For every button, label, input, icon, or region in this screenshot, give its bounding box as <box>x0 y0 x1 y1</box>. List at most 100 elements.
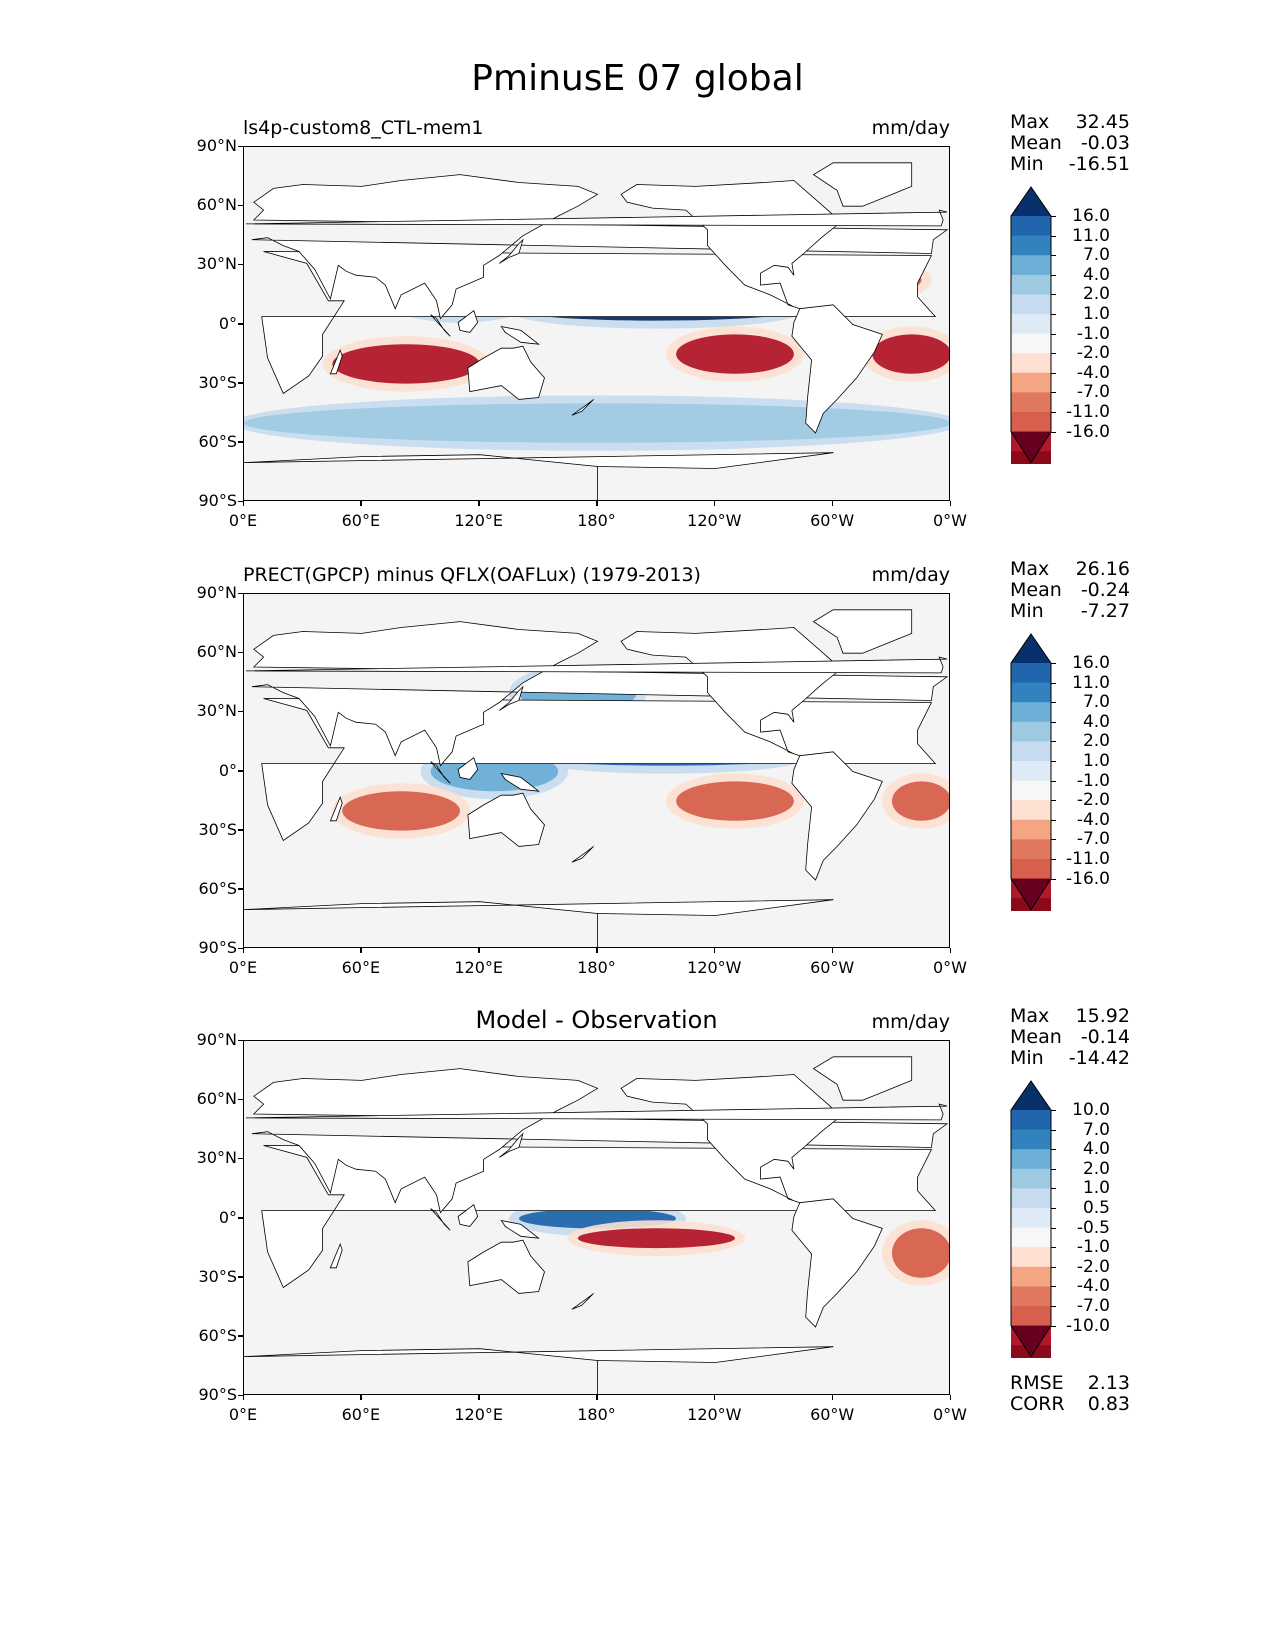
colorbar-tick <box>1051 1325 1056 1327</box>
lon-tick: 60°W <box>810 1405 855 1424</box>
colorbar-tick <box>1051 255 1056 257</box>
colorbar-extend-top <box>1011 186 1051 218</box>
lon-tick-mark <box>949 501 951 506</box>
colorbar-tick <box>1051 1247 1056 1249</box>
stat-value-max: 26.16 <box>1075 558 1130 580</box>
lat-tick: 0° <box>218 1207 237 1227</box>
coastline-uk <box>245 1103 948 1121</box>
colorbar-tick <box>1051 800 1056 802</box>
stat-label-min: Min <box>1010 1047 1044 1069</box>
colorbar-segment <box>1011 662 1051 684</box>
coastline-indonesia1 <box>430 761 451 784</box>
lon-tick-mark <box>831 1395 834 1400</box>
coastline-eurasia <box>251 621 949 767</box>
colorbar-segment <box>1011 1129 1051 1150</box>
coastline-namerica <box>620 627 842 757</box>
colorbar-segment <box>1011 411 1051 433</box>
lon-tick-mark <box>596 1395 598 1400</box>
lat-tick-mark <box>238 1335 243 1337</box>
lat-tick-mark <box>238 947 243 949</box>
lon-tick-mark <box>478 1395 480 1400</box>
colorbar-label: 7.0 <box>1082 1119 1110 1140</box>
colorbar-label: 2.0 <box>1082 1158 1110 1179</box>
colorbar-segment <box>1011 1247 1051 1268</box>
colorbar-segment <box>1011 1227 1051 1248</box>
coastline-australia <box>467 345 545 400</box>
colorbar-segment <box>1011 760 1051 782</box>
lat-tick-mark <box>238 1098 243 1101</box>
colorbar-tick <box>1051 878 1056 880</box>
lat-tick: 0° <box>218 760 237 780</box>
colorbar-segment <box>1011 333 1051 354</box>
colorbar-label: -7.0 <box>1076 829 1110 850</box>
lat-tick: 60°N <box>196 1089 237 1109</box>
colorbar-label: 2.0 <box>1082 731 1110 752</box>
coastline-nz <box>571 1293 594 1310</box>
colorbar-label: -2.0 <box>1076 343 1110 364</box>
colorbar-segment <box>1011 741 1051 762</box>
colorbar-tick <box>1051 1110 1056 1111</box>
field-south-indian-subtropics <box>342 791 460 831</box>
colorbar-segment <box>1011 1286 1051 1307</box>
coastline-australia <box>467 792 545 847</box>
lon-tick: 60°E <box>341 1405 381 1424</box>
lon-tick-mark <box>596 501 598 506</box>
lat-tick: 90°N <box>196 583 237 602</box>
colorbar-extend-top <box>1011 1081 1051 1112</box>
field-s-atlantic-subtropics <box>892 781 949 821</box>
coastline-japan <box>499 685 524 711</box>
colorbar-segment <box>1011 1207 1051 1229</box>
colorbar-label: 7.0 <box>1082 245 1110 266</box>
colorbar-tick <box>1051 682 1056 684</box>
lat-tick-mark <box>238 1276 243 1278</box>
lat-tick-mark <box>238 323 243 325</box>
colorbar-tick <box>1051 1188 1056 1190</box>
colorbar-model <box>1010 186 1052 464</box>
colorbar-outline <box>1010 186 1052 464</box>
colorbar-segment <box>1011 858 1051 880</box>
stat-label-max: Max <box>1010 111 1050 133</box>
lon-tick: 0°E <box>228 1405 258 1424</box>
lon-tick: 180° <box>577 1405 616 1424</box>
colorbar-label: 0.5 <box>1082 1198 1110 1218</box>
colorbar-tick <box>1051 761 1056 762</box>
coastline-samerica <box>791 751 883 881</box>
field-se-pacific-subtropics <box>676 334 794 374</box>
colorbar-label: 16.0 <box>1072 206 1110 226</box>
lat-tick-mark <box>238 145 243 147</box>
coastline-antarctica <box>244 1346 834 1394</box>
lat-tick-mark <box>238 263 243 266</box>
panel-units-model: mm/day <box>871 117 950 139</box>
colorbar-extend-top <box>1011 634 1051 665</box>
colorbar-label: -2.0 <box>1076 1256 1110 1277</box>
colorbar-segment <box>1011 353 1051 374</box>
coastline-samerica <box>791 1198 883 1328</box>
field-s-pacific <box>577 1228 735 1249</box>
colorbar-tick <box>1051 235 1056 237</box>
colorbar-extend-bottom <box>1011 1325 1051 1357</box>
colorbar-tick <box>1051 839 1056 841</box>
coastline-indonesia2 <box>457 1204 479 1227</box>
lat-tick: 60°S <box>198 878 237 898</box>
lat-tick-mark <box>238 382 243 384</box>
colorbar-tick <box>1051 412 1056 413</box>
lat-tick: 60°N <box>196 195 237 215</box>
coastline-nz <box>571 399 594 416</box>
lon-tick-mark <box>831 948 834 953</box>
map-canvas-diff <box>244 1056 949 1394</box>
lat-tick: 90°S <box>198 491 237 510</box>
colorbar-segment <box>1011 392 1051 413</box>
lat-tick-mark <box>238 888 243 890</box>
lat-tick-mark <box>238 1217 243 1219</box>
stat-value-min: -14.42 <box>1068 1047 1130 1069</box>
field-se-pacific-subtropics <box>676 781 794 821</box>
field-s-atlantic-subtropics <box>872 334 949 374</box>
panel-title-obs: PRECT(GPCP) minus QFLX(OAFLux) (1979-201… <box>243 564 701 586</box>
lon-tick-mark <box>478 501 480 506</box>
lat-tick: 30°N <box>196 701 237 721</box>
colorbar-tick <box>1051 1208 1056 1209</box>
lon-tick-mark <box>949 1395 951 1400</box>
metric-label-rmse: RMSE <box>1010 1372 1064 1394</box>
colorbar-label: 11.0 <box>1072 225 1110 246</box>
colorbar-segment <box>1011 1188 1051 1209</box>
